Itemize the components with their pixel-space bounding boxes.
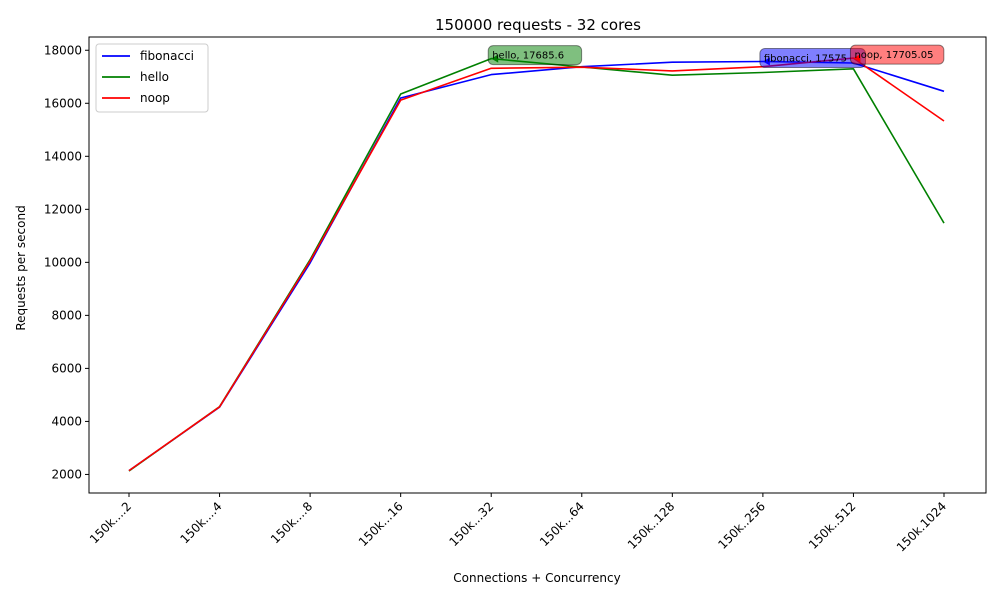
- annotation-box-noop: [849, 44, 945, 65]
- y-tick-label: 2000: [51, 467, 82, 481]
- annotation-arrow-fibonacci: [762, 57, 770, 66]
- y-tick-label: 8000: [51, 308, 82, 322]
- x-tick-label: 150k...16: [356, 499, 406, 549]
- annotation-layer: hello, 17685.6 fibonacci, 17575 noop, 1770…: [487, 44, 945, 69]
- annotation-label-fibonacci: fibonacci, 17575: [764, 54, 847, 65]
- legend: fibonacci hello noop: [95, 43, 209, 113]
- x-tick-label: 150k....2: [87, 499, 134, 546]
- x-tick-label: 150k..128: [625, 499, 678, 552]
- legend-label-fibonacci: fibonacci: [140, 49, 194, 63]
- y-tick-label: 16000: [44, 96, 82, 110]
- x-tick-label: 150k...64: [537, 499, 587, 549]
- y-tick-label: 18000: [44, 43, 82, 57]
- series-line-hello: [128, 57, 945, 472]
- legend-box: [95, 43, 209, 113]
- y-tick-label: 6000: [51, 361, 82, 375]
- y-tick-label: 10000: [44, 255, 82, 269]
- x-tick-label: 150k..256: [715, 499, 768, 552]
- plot-frame: [88, 36, 987, 494]
- x-tick-label: 150k.1024: [894, 499, 949, 554]
- y-axis: 2000 4000 6000 8000 10000 12000 14000 16000 1800…: [44, 43, 89, 481]
- x-axis: 150k....2 150k....4 150k....8 150k...16 150k…: [87, 493, 949, 555]
- x-tick-label: 150k....8: [268, 499, 315, 546]
- x-axis-label: Connections + Concurrency: [453, 571, 620, 585]
- annotation-arrow-hello: [491, 54, 499, 63]
- annotation-box-hello: [487, 45, 583, 66]
- x-tick-label: 150k....4: [177, 499, 224, 546]
- x-tick-label: 150k..512: [806, 499, 859, 552]
- chart-title: 150000 requests - 32 cores: [435, 16, 641, 34]
- y-axis-label: Requests per second: [14, 205, 28, 330]
- legend-label-noop: noop: [140, 91, 170, 105]
- annotation-label-hello: hello, 17685.6: [492, 51, 564, 62]
- y-tick-label: 14000: [44, 149, 82, 163]
- series-line-noop: [128, 57, 945, 472]
- legend-label-hello: hello: [140, 70, 169, 84]
- x-tick-label: 150k...32: [446, 499, 496, 549]
- y-tick-label: 4000: [51, 414, 82, 428]
- series-layer: [128, 57, 945, 472]
- annotation-arrow-noop: [853, 54, 861, 63]
- series-line-fibonacci: [128, 60, 945, 472]
- annotation-label-noop: noop, 17705.05: [854, 50, 933, 61]
- y-tick-label: 12000: [44, 202, 82, 216]
